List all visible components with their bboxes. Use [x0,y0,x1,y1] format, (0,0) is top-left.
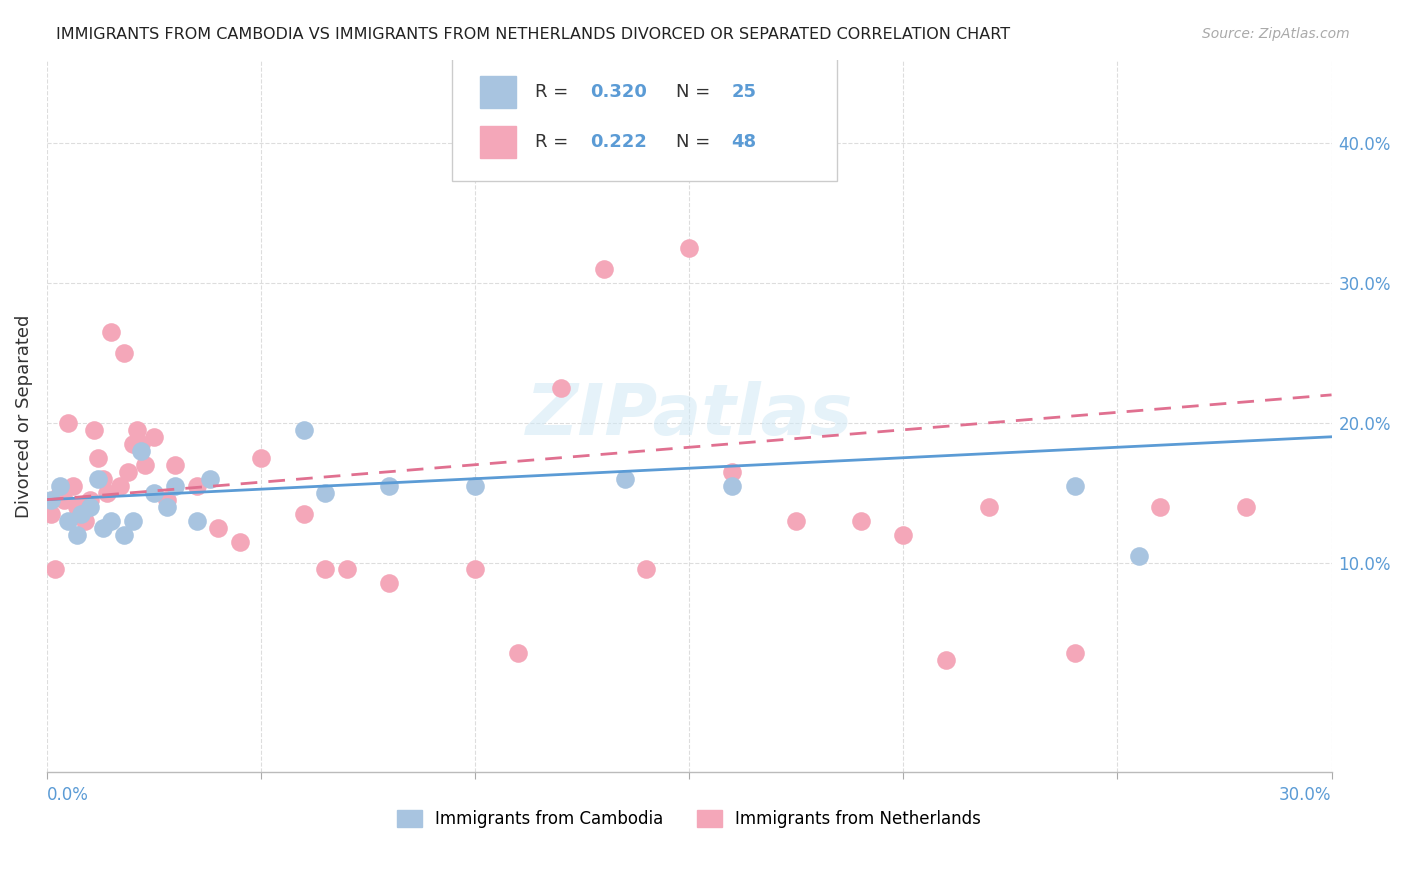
Point [1063,646,1085,660]
Point [378,576,401,591]
Point [314,562,336,576]
Text: 48: 48 [731,133,756,151]
Point [250,450,273,465]
Point [58,514,80,528]
Point [935,653,957,667]
Point [39,507,62,521]
Text: 0.222: 0.222 [591,133,647,151]
Point [721,465,744,479]
Text: R =: R = [536,133,574,151]
Point [292,423,315,437]
Point [117,465,139,479]
Point [108,478,131,492]
Text: 0.320: 0.320 [591,83,647,101]
Point [678,241,700,255]
Point [849,514,872,528]
Text: 0.0%: 0.0% [46,786,89,804]
Point [156,500,179,514]
Point [207,520,229,534]
Point [129,443,152,458]
Point [292,507,315,521]
Point [87,472,110,486]
Point [1063,478,1085,492]
Text: IMMIGRANTS FROM CAMBODIA VS IMMIGRANTS FROM NETHERLANDS DIVORCED OR SEPARATED CO: IMMIGRANTS FROM CAMBODIA VS IMMIGRANTS F… [56,27,1011,42]
Point [142,430,165,444]
Text: Source: ZipAtlas.com: Source: ZipAtlas.com [1202,27,1350,41]
Point [100,325,122,339]
Point [186,514,208,528]
Point [506,646,529,660]
Point [112,346,135,360]
Point [464,562,486,576]
Point [186,478,208,492]
Point [48,485,70,500]
Point [70,507,93,521]
Point [134,458,156,472]
FancyBboxPatch shape [451,56,837,181]
Point [91,472,114,486]
Legend: Immigrants from Cambodia, Immigrants from Netherlands: Immigrants from Cambodia, Immigrants fro… [391,804,988,835]
Point [165,478,187,492]
Point [1234,500,1257,514]
Point [142,485,165,500]
Point [636,562,658,576]
Point [156,492,179,507]
Text: ZIPatlas: ZIPatlas [526,381,853,450]
Text: 25: 25 [731,83,756,101]
Point [39,492,62,507]
Point [165,458,187,472]
Point [228,534,250,549]
Point [75,514,97,528]
Point [198,472,221,486]
Point [44,562,66,576]
Point [785,514,807,528]
Point [336,562,359,576]
Point [70,507,93,521]
Point [121,514,143,528]
Text: R =: R = [536,83,574,101]
Text: N =: N = [676,83,717,101]
Y-axis label: Divorced or Separated: Divorced or Separated [15,314,32,517]
Point [58,416,80,430]
Point [977,500,1000,514]
Point [62,478,84,492]
Point [891,527,914,541]
Point [87,450,110,465]
Point [91,520,114,534]
Point [614,472,637,486]
Point [100,514,122,528]
Point [96,485,118,500]
Point [1149,500,1171,514]
Point [66,527,89,541]
Bar [479,126,516,158]
Point [79,492,101,507]
Point [83,423,105,437]
Text: N =: N = [676,133,717,151]
Point [53,492,76,507]
Point [112,527,135,541]
Point [121,436,143,450]
Point [550,381,572,395]
Point [125,423,148,437]
Point [592,262,614,277]
Point [1128,549,1150,563]
Point [48,478,70,492]
Point [721,478,744,492]
Point [464,478,486,492]
Text: 30.0%: 30.0% [1279,786,1331,804]
Point [129,436,152,450]
Point [66,500,89,514]
Point [314,485,336,500]
Bar [479,76,516,108]
Point [79,500,101,514]
Point [378,478,401,492]
